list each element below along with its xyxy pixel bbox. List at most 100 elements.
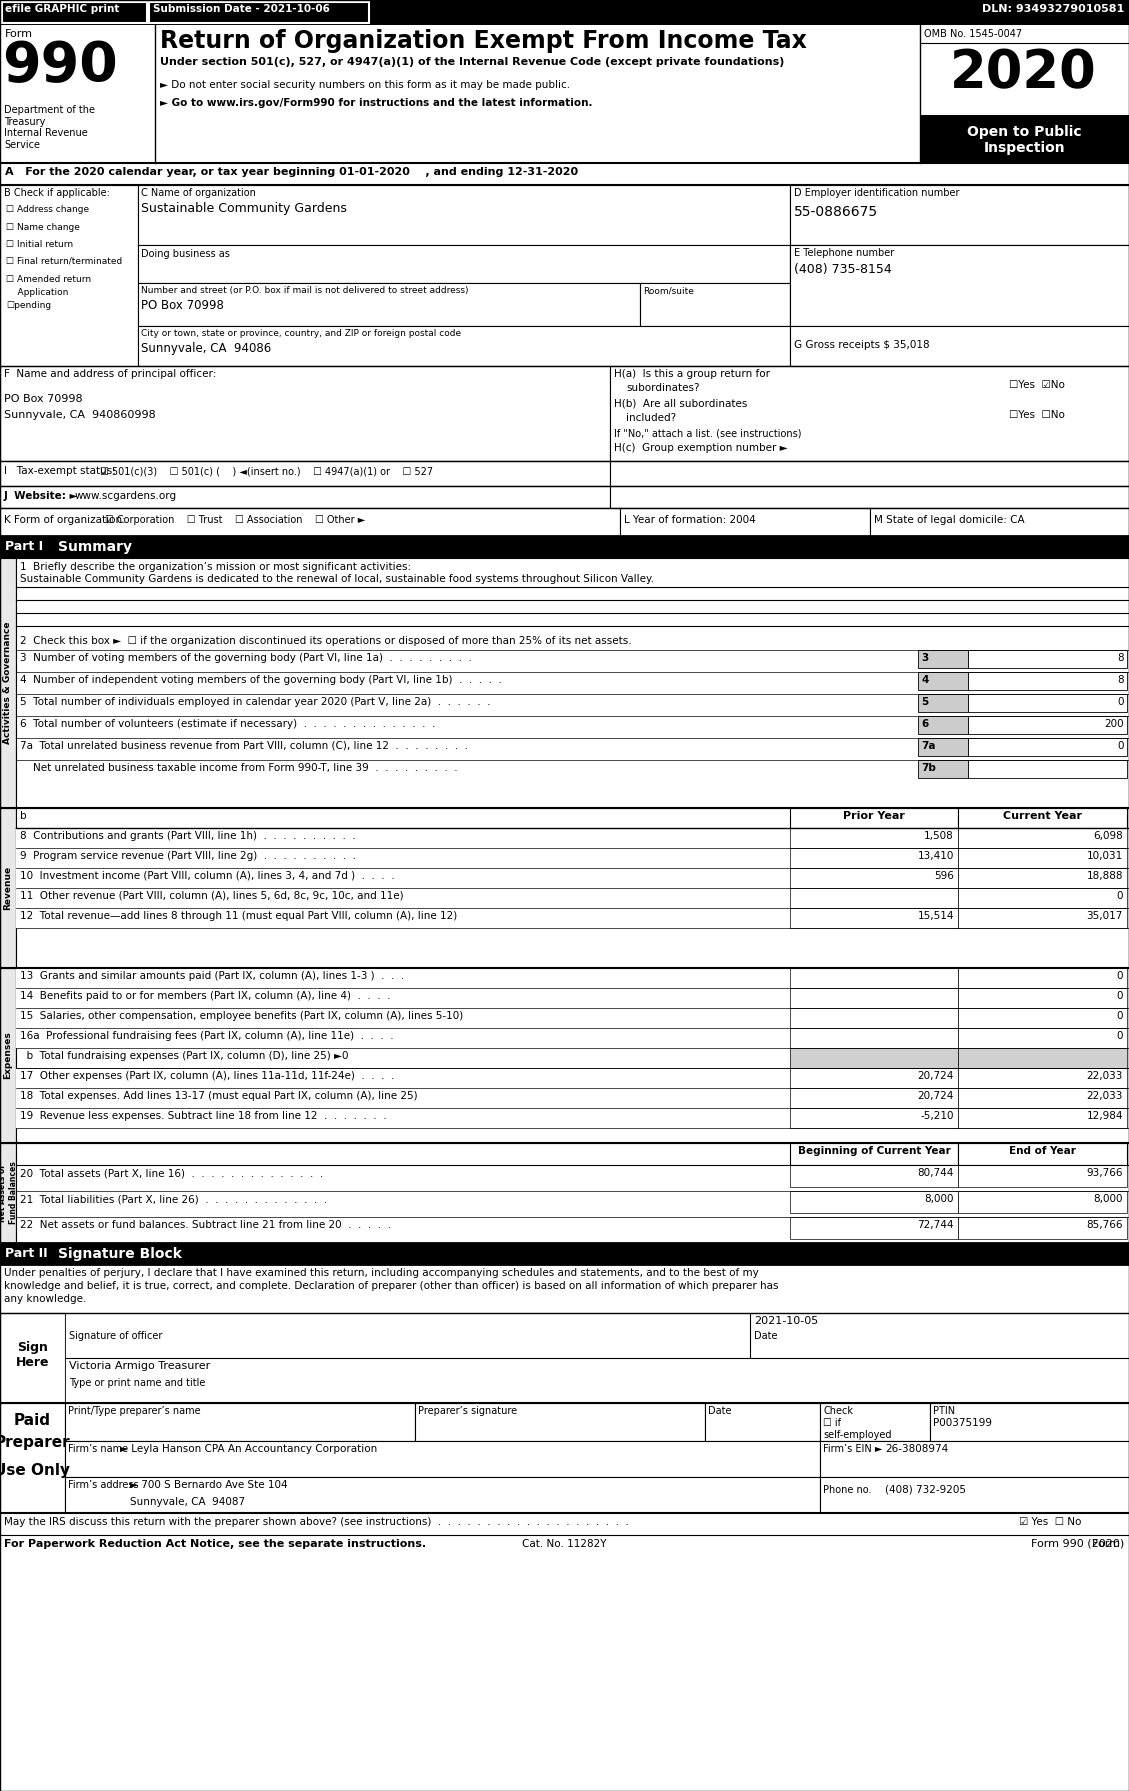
Text: 15,514: 15,514 [918, 912, 954, 921]
Text: Net unrelated business taxable income from Form 990-T, line 39  .  .  .  .  .  .: Net unrelated business taxable income fr… [20, 763, 457, 774]
Text: Submission Date - 2021-10-06: Submission Date - 2021-10-06 [154, 4, 330, 14]
Text: Sustainable Community Gardens: Sustainable Community Gardens [141, 202, 347, 215]
Bar [959, 908, 1127, 928]
Text: May the IRS discuss this return with the preparer shown above? (see instructions: May the IRS discuss this return with the… [5, 1517, 629, 1528]
Text: 18,888: 18,888 [1086, 870, 1123, 881]
Bar [959, 1087, 1127, 1109]
Text: P00375199: P00375199 [933, 1418, 992, 1427]
Text: Form: Form [5, 29, 33, 39]
Text: ☐Yes  ☐No: ☐Yes ☐No [1009, 410, 1065, 421]
Text: 12,984: 12,984 [1086, 1110, 1123, 1121]
Text: Sustainable Community Gardens is dedicated to the renewal of local, sustainable : Sustainable Community Gardens is dedicat… [20, 573, 654, 584]
Text: Prior Year: Prior Year [843, 811, 905, 820]
Text: Under penalties of perjury, I declare that I have examined this return, includin: Under penalties of perjury, I declare th… [5, 1268, 759, 1279]
Text: Beginning of Current Year: Beginning of Current Year [797, 1146, 951, 1155]
Bar [149, 2, 369, 23]
Text: knowledge and belief, it is true, correct, and complete. Declaration of preparer: knowledge and belief, it is true, correc… [5, 1281, 779, 1291]
Text: (408) 732-9205: (408) 732-9205 [885, 1485, 966, 1495]
Text: H(b)  Are all subordinates: H(b) Are all subordinates [614, 399, 747, 408]
Text: 85,766: 85,766 [1086, 1220, 1123, 1230]
Text: 7b: 7b [921, 763, 936, 774]
Text: 6,098: 6,098 [1093, 831, 1123, 842]
Bar [16, 1008, 790, 1028]
Bar [959, 1191, 1127, 1213]
Text: 14  Benefits paid to or for members (Part IX, column (A), line 4)  .  .  .  .: 14 Benefits paid to or for members (Part… [20, 990, 391, 1001]
Text: For Paperwork Reduction Act Notice, see the separate instructions.: For Paperwork Reduction Act Notice, see … [5, 1538, 426, 1549]
Text: 13,410: 13,410 [918, 851, 954, 861]
Bar [790, 888, 959, 908]
Text: 21  Total liabilities (Part X, line 26)  .  .  .  .  .  .  .  .  .  .  .  .  .: 21 Total liabilities (Part X, line 26) .… [20, 1195, 327, 1204]
Text: End of Year: End of Year [1009, 1146, 1076, 1155]
Bar [16, 967, 790, 989]
Text: City or town, state or province, country, and ZIP or foreign postal code: City or town, state or province, country… [141, 330, 461, 338]
Text: (408) 735-8154: (408) 735-8154 [794, 263, 892, 276]
Text: ► Go to www.irs.gov/Form990 for instructions and the latest information.: ► Go to www.irs.gov/Form990 for instruct… [160, 99, 593, 107]
Text: included?: included? [625, 414, 676, 423]
Bar [959, 847, 1127, 869]
Bar [959, 1008, 1127, 1028]
Bar [918, 716, 968, 734]
Bar [820, 1402, 930, 1442]
Text: Sunnyvale, CA  94086: Sunnyvale, CA 94086 [141, 342, 271, 355]
Bar [959, 967, 1127, 989]
Text: 8,000: 8,000 [925, 1195, 954, 1204]
Bar [820, 1478, 1129, 1513]
Bar [2, 2, 147, 23]
Text: Firm’s EIN ►: Firm’s EIN ► [823, 1444, 883, 1454]
Text: 596: 596 [934, 870, 954, 881]
Bar [0, 0, 1129, 25]
Text: any knowledge.: any knowledge. [5, 1295, 87, 1304]
Text: Number and street (or P.O. box if mail is not delivered to street address): Number and street (or P.O. box if mail i… [141, 287, 469, 296]
Bar [918, 759, 968, 777]
Text: 22  Net assets or fund balances. Subtract line 21 from line 20  .  .  .  .  .: 22 Net assets or fund balances. Subtract… [20, 1220, 391, 1230]
Bar [138, 283, 640, 326]
Bar [0, 1264, 1129, 1313]
Text: Cat. No. 11282Y: Cat. No. 11282Y [523, 1538, 606, 1549]
Bar [138, 326, 790, 365]
Bar [0, 460, 610, 485]
Text: 990: 990 [2, 39, 117, 93]
Bar [16, 1109, 790, 1128]
Bar [790, 1087, 959, 1109]
Text: 35,017: 35,017 [1086, 912, 1123, 921]
Text: 0: 0 [1117, 1032, 1123, 1041]
Bar [930, 1402, 1129, 1442]
Text: ☐ if: ☐ if [823, 1418, 841, 1427]
Text: I   Tax-exempt status:: I Tax-exempt status: [5, 466, 116, 476]
Text: 20,724: 20,724 [918, 1091, 954, 1101]
Text: b: b [20, 811, 27, 820]
Bar [920, 115, 1129, 163]
Bar [790, 245, 1129, 326]
Text: 15  Salaries, other compensation, employee benefits (Part IX, column (A), lines : 15 Salaries, other compensation, employe… [20, 1010, 463, 1021]
Text: 20,724: 20,724 [918, 1071, 954, 1082]
Text: If "No," attach a list. (see instructions): If "No," attach a list. (see instruction… [614, 428, 802, 439]
Text: Net Assets or
Fund Balances: Net Assets or Fund Balances [0, 1162, 18, 1225]
Text: 2021-10-05: 2021-10-05 [754, 1316, 819, 1325]
Text: D Employer identification number: D Employer identification number [794, 188, 960, 199]
Text: E Telephone number: E Telephone number [794, 247, 894, 258]
Bar [918, 693, 968, 713]
Text: Current Year: Current Year [1003, 811, 1082, 820]
Bar [16, 1067, 790, 1087]
Bar [0, 1535, 1129, 1556]
Bar [790, 989, 959, 1008]
Bar [968, 738, 1127, 756]
Bar [790, 1218, 959, 1239]
Bar [620, 509, 870, 536]
Text: ☐ Address change: ☐ Address change [6, 204, 89, 213]
Text: Form 990 (2020): Form 990 (2020) [1031, 1538, 1124, 1549]
Text: 8: 8 [1118, 654, 1124, 663]
Text: Paid: Paid [14, 1413, 51, 1427]
Text: Victoria Armigo Treasurer: Victoria Armigo Treasurer [69, 1361, 210, 1370]
Bar [16, 559, 1129, 808]
Text: 3  Number of voting members of the governing body (Part VI, line 1a)  .  .  .  .: 3 Number of voting members of the govern… [20, 654, 472, 663]
Text: Expenses: Expenses [3, 1032, 12, 1080]
Text: M State of legal domicile: CA: M State of legal domicile: CA [874, 516, 1025, 525]
Bar [959, 989, 1127, 1008]
Text: Doing business as: Doing business as [141, 249, 230, 260]
Bar [790, 847, 959, 869]
Text: 93,766: 93,766 [1086, 1168, 1123, 1178]
Text: 5  Total number of individuals employed in calendar year 2020 (Part V, line 2a) : 5 Total number of individuals employed i… [20, 697, 490, 707]
Text: Signature of officer: Signature of officer [69, 1331, 163, 1341]
Text: 13  Grants and similar amounts paid (Part IX, column (A), lines 1-3 )  .  .  .: 13 Grants and similar amounts paid (Part… [20, 971, 404, 981]
